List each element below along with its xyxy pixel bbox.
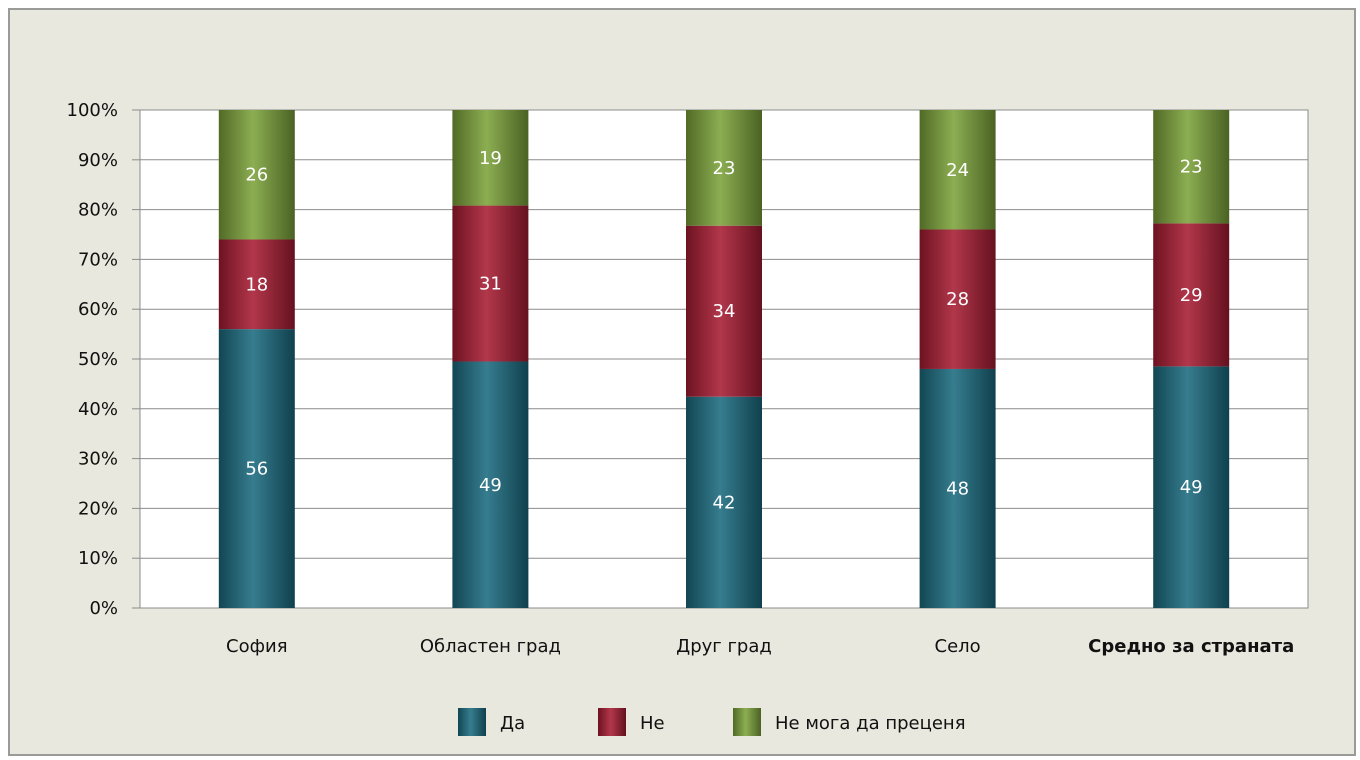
y-tick-label: 80% [78,200,118,221]
x-tick-label: София [226,636,288,657]
bar-segment [1153,110,1230,224]
bar-segment [218,239,295,330]
x-tick-label: Друг град [676,636,772,657]
data-label: 31 [479,274,502,295]
bar-segment [919,368,996,608]
y-tick-label: 30% [78,449,118,470]
bar-stack: 49 29 23 [1153,110,1230,608]
x-tick-label: Средно за страната [1088,636,1294,657]
legend-swatch [598,708,626,736]
y-tick-label: 10% [78,548,118,569]
x-tick-label: Областен град [420,636,561,657]
bar-segment [218,110,295,240]
data-label: 48 [946,478,969,499]
legend-item: Не [598,708,665,736]
bar-segment [1153,223,1230,367]
y-tick-label: 100% [67,100,118,121]
legend-swatch [458,708,486,736]
bar-segment [452,110,529,206]
y-tick-label: 70% [78,249,118,270]
bar-segment [686,110,762,226]
legend-item: Да [458,708,525,736]
data-label: 19 [479,148,502,169]
x-tick-label: Село [935,636,981,657]
bar-stack: 42 34 23 [686,110,762,608]
legend-item: Не мога да преценя [733,708,966,736]
data-label: 28 [946,289,969,310]
bar-segment [218,329,295,608]
y-tick-label: 20% [78,498,118,519]
data-label: 26 [245,165,268,186]
bar-stack: 49 31 19 [452,110,529,608]
legend-label: Не мога да преценя [775,713,966,734]
bar-segment [919,229,996,369]
data-label: 29 [1180,285,1203,306]
bar-stack: 48 28 24 [919,110,996,608]
data-label: 56 [245,459,268,480]
data-label: 23 [713,158,736,179]
y-axis: 0% 10% 20% 30% 40% 50% 60% 70% 80% 90% 100% [67,100,140,619]
data-label: 23 [1180,157,1203,178]
data-label: 18 [245,274,268,295]
y-tick-label: 0% [89,598,118,619]
data-label: 49 [1180,477,1203,498]
bar-segment [686,396,762,608]
data-label: 24 [946,160,969,181]
bars: 56 18 26 49 31 19 42 34 23 48 28 24 49 29 23 [218,110,1230,608]
y-tick-label: 90% [78,150,118,171]
bar-segment [1153,366,1230,608]
bar-segment [452,361,529,608]
legend: Да Не Не мога да преценя [458,708,966,736]
y-tick-label: 50% [78,349,118,370]
legend-swatch [733,708,761,736]
data-label: 34 [713,301,736,322]
bar-segment [452,205,529,362]
bar-stack: 56 18 26 [218,110,295,608]
bar-segment [686,225,762,397]
legend-label: Не [640,713,665,734]
bar-segment [919,110,996,230]
legend-label: Да [500,713,525,734]
data-label: 42 [713,492,736,513]
x-axis: София Областен град Друг град Село Средно за… [226,636,1294,657]
y-tick-label: 40% [78,399,118,420]
y-tick-label: 60% [78,299,118,320]
data-label: 49 [479,475,502,496]
